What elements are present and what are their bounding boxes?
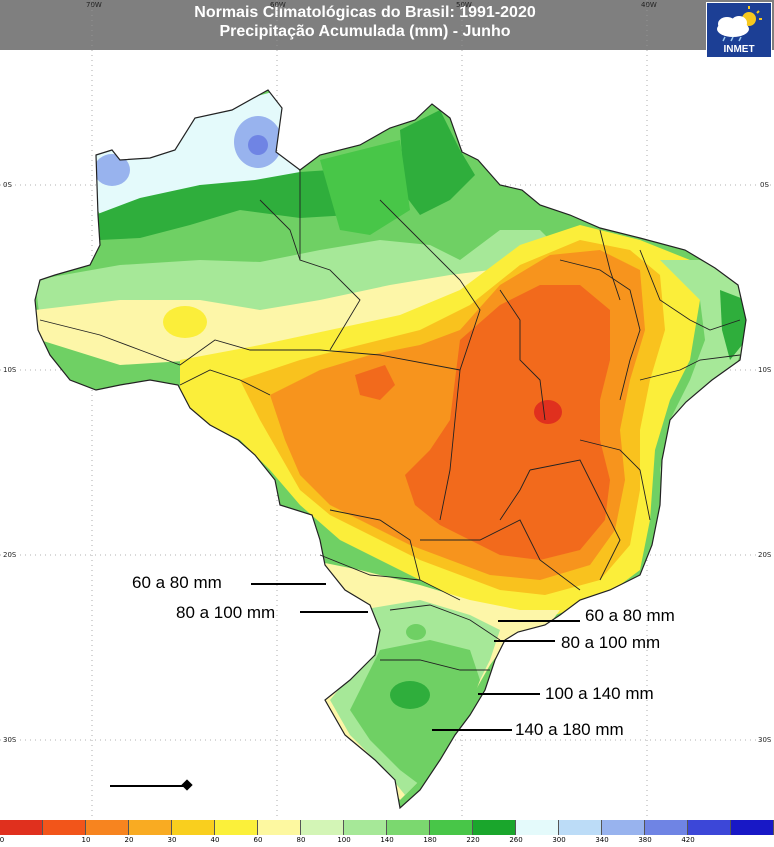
legend-swatch <box>301 820 344 835</box>
zone-dark-green-west <box>95 170 380 240</box>
legend-tick-label: 100 <box>337 836 351 844</box>
zone-blue-core <box>248 135 268 155</box>
inmet-logo: INMET <box>706 2 772 58</box>
state-borders <box>39 170 741 671</box>
map-title: Normais Climatológicas do Brasil: 1991-2… <box>194 4 536 21</box>
zone-south-dark-green <box>390 681 430 709</box>
zone-dark-green-north <box>400 110 475 215</box>
legend-tick-label: 180 <box>423 836 437 844</box>
annotation-label-3: 60 a 80 mm <box>585 606 675 625</box>
annotation-pointers <box>251 583 580 731</box>
lon-label-60w: 60W <box>270 1 286 9</box>
annotation-label-2: 80 a 100 mm <box>176 603 276 622</box>
legend-swatch <box>602 820 645 835</box>
legend-tick-label: 380 <box>638 836 652 844</box>
zone-green-central-north <box>320 140 410 235</box>
country-outline <box>34 89 747 810</box>
legend-tick-label: 0 <box>0 836 5 844</box>
annotation-label-6: 140 a 180 mm <box>515 720 624 739</box>
annotation-label-1: 60 a 80 mm <box>132 573 222 592</box>
legend-tick-label: 80 <box>296 836 306 844</box>
lat-label-20s-left: 20S <box>3 551 17 559</box>
legend-swatch <box>688 820 731 835</box>
lat-label-30s-right: 30S <box>758 736 772 744</box>
map-header: Normais Climatológicas do Brasil: 1991-2… <box>0 0 774 50</box>
lat-label-10s-left: 10S <box>3 366 17 374</box>
scale-bar <box>110 785 188 787</box>
annotation-label-4: 80 a 100 mm <box>561 633 661 652</box>
precipitation-legend <box>0 820 774 835</box>
legend-swatch <box>516 820 559 835</box>
legend-swatch <box>215 820 258 835</box>
legend-swatch <box>430 820 473 835</box>
legend-tick-label: 10 <box>81 836 91 844</box>
logo-label: INMET <box>723 44 755 55</box>
zone-blue-west <box>94 154 130 186</box>
legend-swatch <box>731 820 774 835</box>
legend-tick-label: 60 <box>253 836 263 844</box>
map-subtitle: Precipitação Acumulada (mm) - Junho <box>219 23 511 40</box>
legend-swatch <box>473 820 516 835</box>
zone-yellow-west-spot <box>163 306 207 338</box>
legend-swatch <box>559 820 602 835</box>
legend-tick-label: 300 <box>552 836 566 844</box>
cloud-sun-icon <box>717 6 762 42</box>
legend-tick-label: 140 <box>380 836 394 844</box>
lat-label-20s-right: 20S <box>758 551 772 559</box>
zone-red-spot <box>534 400 562 424</box>
legend-tick-label: 30 <box>167 836 177 844</box>
zone-northeast-dark-green <box>720 290 746 360</box>
annotation-label-5: 100 a 140 mm <box>545 684 654 703</box>
zone-dark-orange-spot <box>355 365 395 400</box>
lat-label-30s-left: 30S <box>3 736 17 744</box>
legend-tick-label: 260 <box>509 836 523 844</box>
lat-label-0s-right: 0S <box>760 181 769 189</box>
legend-tick-label: 20 <box>124 836 134 844</box>
legend-swatch <box>172 820 215 835</box>
precipitation-zones <box>35 90 746 808</box>
legend-tick-label: 40 <box>210 836 220 844</box>
lon-label-70w: 70W <box>86 1 102 9</box>
lon-label-50w: 50W <box>456 1 472 9</box>
legend-swatch <box>387 820 430 835</box>
zone-south-green-spot <box>406 624 426 640</box>
legend-tick-label: 220 <box>466 836 480 844</box>
lon-label-40w: 40W <box>641 1 657 9</box>
legend-swatch <box>43 820 86 835</box>
legend-swatch <box>86 820 129 835</box>
legend-swatch <box>0 820 43 835</box>
legend-swatch <box>344 820 387 835</box>
legend-tick-label: 340 <box>595 836 609 844</box>
lat-label-0s-left: 0S <box>3 181 12 189</box>
zone-dark-orange-core <box>405 285 610 560</box>
legend-swatch <box>129 820 172 835</box>
legend-tick-label: 420 <box>681 836 695 844</box>
legend-swatch <box>645 820 688 835</box>
legend-swatch <box>258 820 301 835</box>
lat-label-10s-right: 10S <box>758 366 772 374</box>
